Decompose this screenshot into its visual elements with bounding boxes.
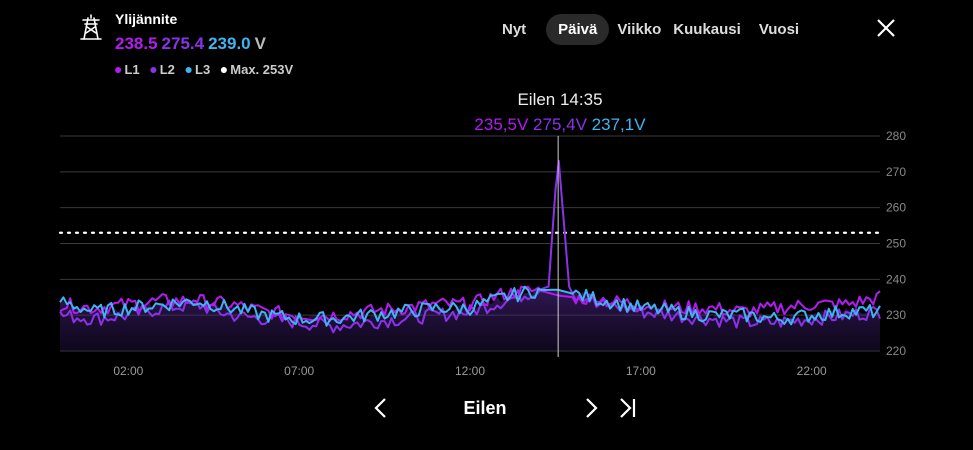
close-icon[interactable] [876,18,896,38]
y-tick-label: 270 [886,165,906,179]
tooltip-values: 235,5V 275,4V 237,1V [440,115,680,135]
y-tick-label: 280 [886,129,906,143]
y-tick-label: 260 [886,201,906,215]
l1-value: 238.5 [115,34,158,53]
unit-label: V [254,34,266,53]
x-tick-label: 17:00 [626,364,656,378]
y-tick-label: 230 [886,308,906,322]
tooltip-l3: 237,1V [591,115,646,134]
next-day-button[interactable] [580,395,602,421]
x-tick-label: 12:00 [455,364,485,378]
previous-day-button[interactable] [370,395,392,421]
page-title: Ylijännite [115,11,178,27]
l3-value: 239.0 [208,34,251,53]
x-tick-label: 02:00 [113,364,143,378]
legend-l1: ● L1 [114,61,140,77]
y-tick-label: 250 [886,237,906,251]
x-tick-label: 07:00 [284,364,314,378]
tab-paiva[interactable]: Päivä [546,13,610,45]
tab-viikko[interactable]: Viikko [617,20,662,38]
l2-value: 275.4 [161,34,205,53]
area-fill [60,288,880,351]
tooltip-l2: 275,4V [533,115,587,134]
skip-to-latest-button[interactable] [616,395,640,421]
x-tick-label: 22:00 [797,364,827,378]
period-tabs: Nyt Päivä Viikko Kuukausi Vuosi [490,13,809,45]
power-tower-icon [80,14,102,40]
y-tick-label: 220 [886,344,906,358]
series-line-l3 [59,285,881,327]
y-tick-label: 240 [886,272,906,286]
legend-max: ● Max. 253V [219,61,294,77]
current-voltage-values: 238.5 275.4 239.0 V [115,34,270,54]
tooltip-time: Eilen 14:35 [517,90,603,109]
tab-kuukausi[interactable]: Kuukausi [673,20,741,38]
legend-l3: ● L3 [184,61,211,77]
tab-vuosi[interactable]: Vuosi [758,20,800,38]
legend-l2: ● L2 [149,61,175,77]
tooltip-l1: 235,5V [474,115,529,134]
chart-legend: ● L1 ● L2 ● L3 ● Max. 253V [114,61,299,77]
tab-nyt[interactable]: Nyt [502,20,527,38]
selected-day-label: Eilen [463,398,507,418]
